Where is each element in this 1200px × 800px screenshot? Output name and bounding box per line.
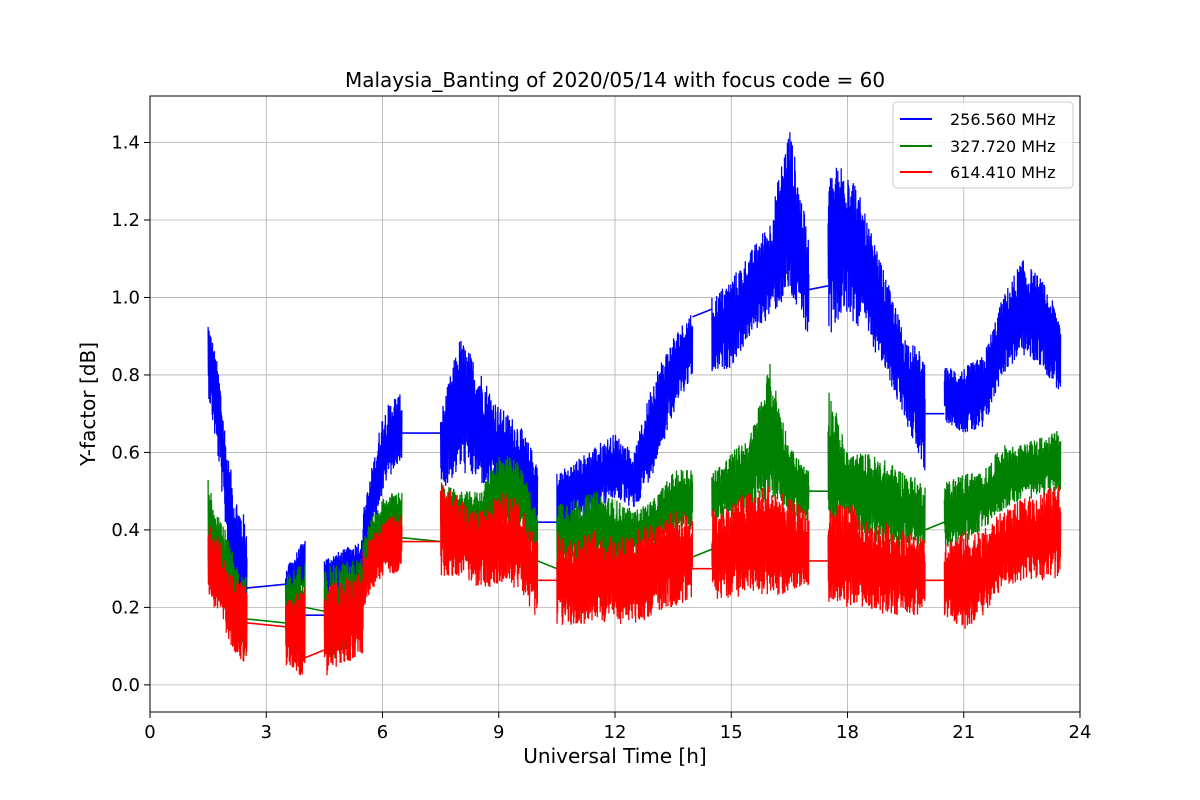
series-connector — [808, 285, 829, 291]
series-connector — [246, 618, 286, 624]
y-tick-label: 0.4 — [111, 520, 140, 541]
series-trace — [556, 315, 694, 534]
series-trace — [362, 394, 403, 574]
series-trace — [439, 482, 539, 615]
series-trace — [827, 504, 926, 616]
series-trace — [556, 510, 694, 625]
legend-label-327mhz: 327.720 MHz — [950, 137, 1055, 156]
series-2 — [207, 482, 1062, 676]
chart-title: Malaysia_Banting of 2020/05/14 with focu… — [345, 68, 885, 92]
x-tick-label: 24 — [1069, 722, 1092, 743]
y-tick-label: 0.8 — [111, 365, 140, 386]
y-tick-label: 1.2 — [111, 210, 140, 231]
series-trace — [943, 486, 1062, 629]
legend-label-614mhz: 614.410 MHz — [950, 163, 1055, 182]
series-trace — [207, 326, 248, 622]
series-trace — [827, 167, 926, 471]
series-trace — [439, 340, 539, 527]
x-tick-label: 18 — [836, 722, 859, 743]
x-tick-label: 9 — [493, 722, 504, 743]
series-connector — [246, 622, 286, 628]
series-trace — [556, 469, 694, 569]
x-tick-label: 12 — [604, 722, 627, 743]
series-trace — [323, 573, 364, 676]
series-trace — [827, 392, 926, 550]
series-trace — [943, 260, 1062, 433]
series-connector — [692, 548, 713, 558]
x-tick-label: 0 — [144, 722, 155, 743]
series-connector — [304, 606, 325, 613]
x-tick-label: 6 — [377, 722, 388, 743]
x-tick-label: 21 — [952, 722, 975, 743]
y-tick-label: 0.6 — [111, 442, 140, 463]
y-tick-label: 0.2 — [111, 597, 140, 618]
legend-box — [892, 101, 1074, 189]
series-trace — [284, 587, 306, 676]
series-trace — [362, 514, 403, 607]
legend-label-256mhz: 256.560 MHz — [950, 110, 1055, 129]
series-connector — [537, 560, 558, 570]
series-trace — [711, 132, 810, 372]
series-connector — [692, 308, 713, 318]
series-trace — [207, 526, 248, 662]
y-tick-label: 1.4 — [111, 132, 140, 153]
series-connector — [246, 583, 286, 589]
series-layer — [207, 132, 1062, 676]
series-0 — [207, 132, 1062, 622]
x-tick-label: 3 — [261, 722, 272, 743]
y-tick-label: 1.0 — [111, 287, 140, 308]
legend: 256.560 MHz 327.720 MHz 614.410 MHz — [892, 101, 1074, 189]
series-trace — [943, 431, 1062, 547]
series-connector — [924, 521, 945, 531]
x-axis-label: Universal Time [h] — [523, 744, 706, 768]
x-tick-label: 15 — [720, 722, 743, 743]
series-trace — [711, 486, 810, 599]
y-tick-label: 0.0 — [111, 675, 140, 696]
series-trace — [711, 363, 810, 522]
series-connector — [304, 649, 325, 659]
y-axis-label: Y-factor [dB] — [76, 342, 100, 467]
tick-layer: 0 3 6 9 12 15 18 21 24 0.0 0.2 0.4 0.6 0.8 1.0 1.2 1.4 — [111, 132, 1091, 743]
